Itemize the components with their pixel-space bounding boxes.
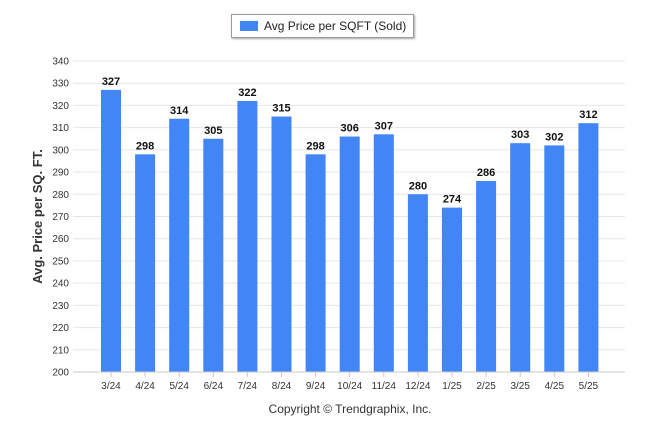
bar xyxy=(476,180,497,372)
bar xyxy=(442,207,462,372)
data-label: 307 xyxy=(375,120,393,132)
x-tick-label: 8/24 xyxy=(272,381,292,392)
y-tick-label: 280 xyxy=(52,190,69,201)
bar xyxy=(510,143,531,372)
legend-swatch xyxy=(240,21,258,31)
legend-label: Avg Price per SQFT (Sold) xyxy=(264,19,407,33)
bar xyxy=(169,118,190,372)
x-tick-label: 3/25 xyxy=(510,381,530,392)
data-label: 314 xyxy=(170,105,189,117)
bar xyxy=(203,138,224,372)
x-tick-label: 10/24 xyxy=(337,381,362,392)
x-tick-label: 3/24 xyxy=(101,381,121,392)
x-tick-label: 4/24 xyxy=(135,381,155,392)
x-tick-label: 12/24 xyxy=(405,381,430,392)
data-label: 302 xyxy=(545,131,563,143)
copyright-credit: Copyright © Trendgraphix, Inc. xyxy=(269,402,432,416)
y-axis-label: Avg. Price per SQ. FT. xyxy=(30,149,45,284)
x-tick-label: 5/24 xyxy=(169,381,189,392)
bar xyxy=(407,194,428,372)
data-label: 322 xyxy=(238,87,256,99)
y-tick-label: 270 xyxy=(52,212,69,223)
data-label: 327 xyxy=(102,76,120,88)
x-axis-ticks: 3/24 4/24 5/24 6/24 7/24 8/24 9/24 10/24 11/24 12… xyxy=(101,372,599,392)
data-label: 305 xyxy=(204,125,222,137)
y-tick-label: 250 xyxy=(52,256,69,267)
bar xyxy=(135,154,156,372)
y-tick-label: 290 xyxy=(52,168,69,179)
y-tick-label: 220 xyxy=(52,323,69,334)
data-label: 298 xyxy=(136,140,154,152)
x-tick-label: 11/24 xyxy=(372,381,397,392)
x-tick-label: 9/24 xyxy=(306,381,326,392)
data-label: 286 xyxy=(477,167,495,179)
bar xyxy=(101,89,121,372)
bars xyxy=(101,89,599,373)
y-tick-label: 310 xyxy=(52,123,69,134)
data-label: 303 xyxy=(511,129,529,141)
bar xyxy=(544,145,565,372)
x-tick-label: 7/24 xyxy=(238,381,258,392)
y-tick-label: 210 xyxy=(52,345,69,356)
y-tick-label: 330 xyxy=(52,79,69,90)
x-tick-label: 1/25 xyxy=(442,381,462,392)
bar xyxy=(305,154,326,372)
x-tick-label: 5/25 xyxy=(579,381,599,392)
y-tick-label: 200 xyxy=(52,368,69,379)
bar xyxy=(271,116,292,373)
y-tick-label: 230 xyxy=(52,301,69,312)
x-tick-label: 6/24 xyxy=(204,381,224,392)
y-tick-label: 240 xyxy=(52,279,69,290)
y-tick-label: 320 xyxy=(52,101,69,112)
data-label: 274 xyxy=(443,194,462,206)
x-tick-label: 4/25 xyxy=(545,381,565,392)
data-label: 280 xyxy=(409,180,427,192)
bar xyxy=(339,136,360,372)
y-tick-label: 300 xyxy=(52,145,69,156)
bar xyxy=(373,134,394,372)
bar xyxy=(578,123,599,372)
legend[interactable]: Avg Price per SQFT (Sold) xyxy=(231,14,414,38)
y-axis-ticks: 200 210 220 230 240 250 260 270 280 290 300 310 320 3… xyxy=(52,57,69,379)
data-label: 315 xyxy=(272,103,290,115)
y-tick-label: 260 xyxy=(52,234,69,245)
x-tick-label: 2/25 xyxy=(476,381,496,392)
y-tick-label: 340 xyxy=(52,57,69,68)
data-labels: 327 298 314 305 322 315 298 306 307 280 274 286 303 3… xyxy=(102,76,598,206)
bar xyxy=(237,100,258,372)
data-label: 306 xyxy=(341,123,359,135)
data-label: 312 xyxy=(579,109,597,121)
data-label: 298 xyxy=(306,140,324,152)
